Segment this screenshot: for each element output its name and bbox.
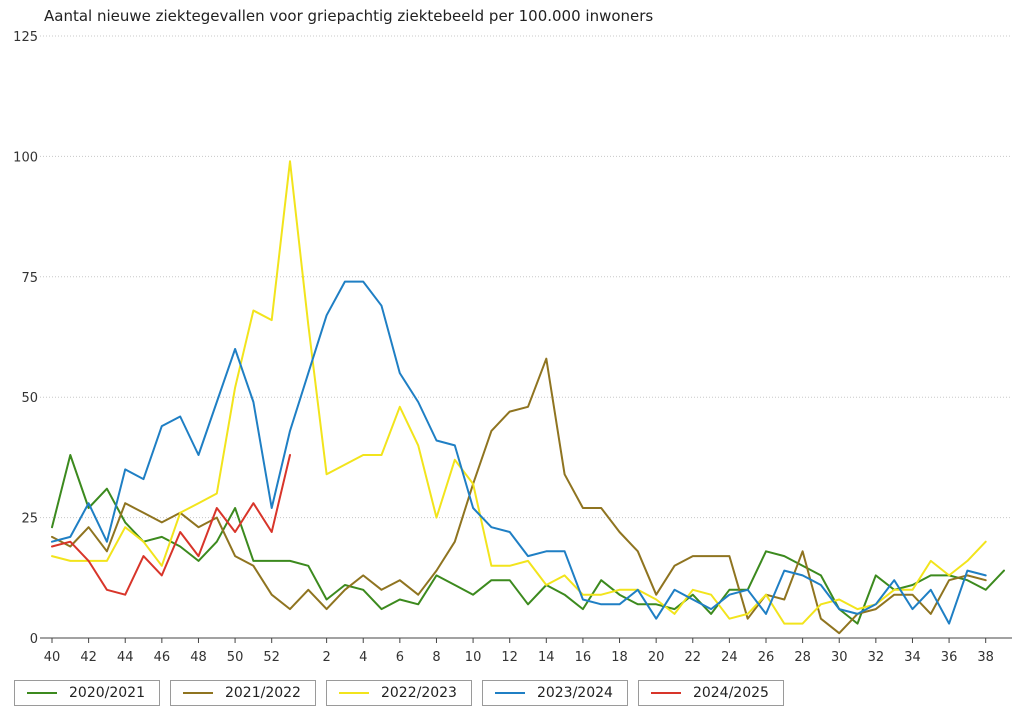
series-line-2024-2025 [51,454,291,596]
y-tick-label: 50 [21,391,38,406]
x-tick-label: 8 [432,650,440,665]
legend-label: 2020/2021 [69,685,145,701]
x-tick-label: 30 [831,650,848,665]
series-line-2023-2024 [51,280,987,625]
legend: 2020/2021 2021/2022 2022/2023 2023/2024 2024… [14,680,784,708]
x-tick-label: 36 [941,650,958,665]
x-tick-label: 34 [904,650,921,665]
legend-item-2020-2021[interactable]: 2020/2021 [14,680,160,706]
x-tick-label: 20 [648,650,665,665]
x-tick-label: 46 [154,650,171,665]
x-tick-label: 18 [611,650,628,665]
legend-label: 2022/2023 [380,685,457,701]
grid-layer [40,35,1012,519]
x-tick-label: 40 [44,650,61,665]
legend-label: 2024/2025 [692,685,769,701]
x-tick-label: 10 [465,650,482,665]
x-tick-label: 16 [575,650,592,665]
legend-label: 2021/2022 [224,685,301,701]
legend-swatch [650,692,681,694]
legend-item-2021-2022[interactable]: 2021/2022 [169,680,316,706]
legend-swatch [182,692,213,694]
x-tick-label: 28 [794,650,811,665]
x-axis-ticks: 40 42 44 46 48 50 52 2 4 6 8 10 12 14 16 18 20 22 24 26 28 30… [44,638,994,665]
x-tick-label: 38 [977,650,994,665]
series-layer [51,160,1005,635]
legend-swatch [494,692,525,694]
x-tick-label: 50 [227,650,244,665]
legend-swatch [27,692,57,694]
y-tick-label: 25 [21,512,38,527]
legend-item-2022-2023[interactable]: 2022/2023 [325,680,472,706]
x-tick-label: 32 [868,650,885,665]
series-line-2020-2021 [51,454,1005,625]
legend-swatch [338,692,369,694]
x-tick-label: 22 [684,650,701,665]
x-tick-label: 48 [190,650,207,665]
legend-item-2023-2024[interactable]: 2023/2024 [481,680,628,706]
x-tick-label: 6 [396,650,404,665]
x-tick-label: 52 [263,650,280,665]
series-line-2021-2022 [51,357,987,635]
legend-item-2024-2025[interactable]: 2024/2025 [637,680,784,706]
y-tick-label: 125 [13,30,38,45]
legend-label: 2023/2024 [536,685,613,701]
y-tick-label: 0 [30,632,38,647]
x-tick-label: 12 [501,650,518,665]
x-tick-label: 24 [721,650,738,665]
x-tick-label: 26 [758,650,775,665]
x-tick-label: 42 [80,650,97,665]
x-tick-label: 44 [117,650,134,665]
chart-title: Aantal nieuwe ziektegevallen voor griepa… [44,7,654,25]
y-axis-ticks: 0 25 50 75 100 125 [13,30,38,647]
y-tick-label: 100 [13,150,38,165]
x-tick-label: 4 [359,650,367,665]
series-line-2022-2023 [51,160,987,625]
x-tick-label: 2 [322,650,330,665]
x-tick-label: 14 [538,650,555,665]
y-tick-label: 75 [21,271,38,286]
